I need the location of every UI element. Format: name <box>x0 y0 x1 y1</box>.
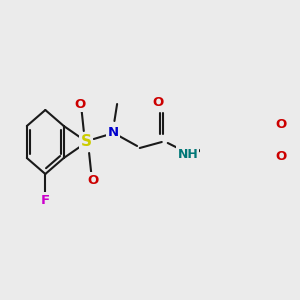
Text: NH: NH <box>177 148 198 160</box>
Text: O: O <box>275 149 287 163</box>
Text: N: N <box>107 125 119 139</box>
Text: O: O <box>275 118 287 130</box>
Text: F: F <box>41 194 50 206</box>
Text: O: O <box>74 98 85 110</box>
Text: S: S <box>81 134 92 149</box>
Text: O: O <box>153 95 164 109</box>
Text: O: O <box>88 173 99 187</box>
